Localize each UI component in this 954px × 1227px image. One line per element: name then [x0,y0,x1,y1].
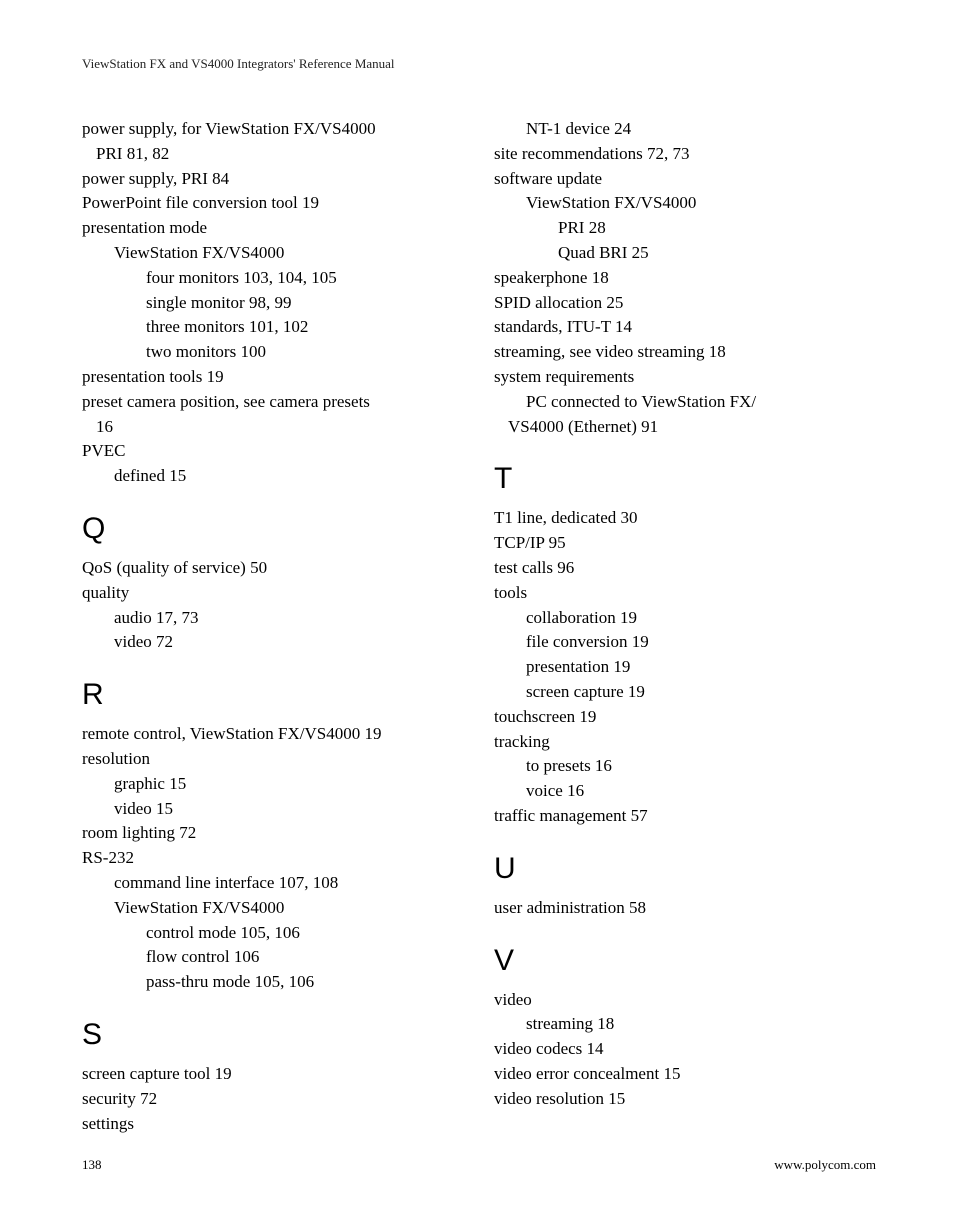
section-letter: T [494,462,876,496]
index-entry: audio 17, 73 [82,606,464,630]
index-entry: ViewStation FX/VS4000 [82,241,464,265]
footer-url: www.polycom.com [774,1157,876,1173]
index-entry: user administration 58 [494,896,876,920]
index-entry: remote control, ViewStation FX/VS4000 19 [82,722,464,746]
index-entry: ViewStation FX/VS4000 [494,191,876,215]
index-entry: streaming 18 [494,1012,876,1036]
index-entry: PVEC [82,439,464,463]
page-footer: 138 www.polycom.com [82,1157,876,1173]
index-entry: settings [82,1112,464,1136]
section-letter: R [82,678,464,712]
index-entry: graphic 15 [82,772,464,796]
index-entry: Quad BRI 25 [494,241,876,265]
index-entry: room lighting 72 [82,821,464,845]
index-entry: to presets 16 [494,754,876,778]
index-entry: power supply, PRI 84 [82,167,464,191]
index-entry: video codecs 14 [494,1037,876,1061]
index-entry: T1 line, dedicated 30 [494,506,876,530]
index-entry: screen capture 19 [494,680,876,704]
index-entry: QoS (quality of service) 50 [82,556,464,580]
index-entry: control mode 105, 106 [82,921,464,945]
index-entry: quality [82,581,464,605]
index-entry: collaboration 19 [494,606,876,630]
index-entry: PC connected to ViewStation FX/ [494,390,876,414]
index-entry: PRI 81, 82 [82,142,464,166]
index-entry: resolution [82,747,464,771]
index-entry: NT-1 device 24 [494,117,876,141]
index-entry: PRI 28 [494,216,876,240]
index-entry: four monitors 103, 104, 105 [82,266,464,290]
index-entry: video 15 [82,797,464,821]
index-entry: video [494,988,876,1012]
index-entry: pass-thru mode 105, 106 [82,970,464,994]
index-entry: test calls 96 [494,556,876,580]
index-entry: command line interface 107, 108 [82,871,464,895]
index-entry: speakerphone 18 [494,266,876,290]
section-letter: S [82,1018,464,1052]
index-entry: VS4000 (Ethernet) 91 [494,415,876,439]
index-entry: voice 16 [494,779,876,803]
running-header: ViewStation FX and VS4000 Integrators' R… [82,56,876,72]
index-entry: site recommendations 72, 73 [494,142,876,166]
page-number: 138 [82,1157,102,1173]
index-entry: single monitor 98, 99 [82,291,464,315]
index-entry: presentation mode [82,216,464,240]
left-column: power supply, for ViewStation FX/VS4000P… [82,117,464,1136]
index-entry: tools [494,581,876,605]
index-entry: flow control 106 [82,945,464,969]
index-entry: file conversion 19 [494,630,876,654]
index-entry: system requirements [494,365,876,389]
index-entry: screen capture tool 19 [82,1062,464,1086]
section-letter: Q [82,512,464,546]
index-entry: presentation tools 19 [82,365,464,389]
right-column: NT-1 device 24site recommendations 72, 7… [494,117,876,1136]
index-entry: touchscreen 19 [494,705,876,729]
index-entry: PowerPoint file conversion tool 19 [82,191,464,215]
index-entry: TCP/IP 95 [494,531,876,555]
index-entry: power supply, for ViewStation FX/VS4000 [82,117,464,141]
index-entry: preset camera position, see camera prese… [82,390,464,414]
index-entry: video error concealment 15 [494,1062,876,1086]
index-entry: security 72 [82,1087,464,1111]
index-entry: two monitors 100 [82,340,464,364]
index-entry: traffic management 57 [494,804,876,828]
index-entry: streaming, see video streaming 18 [494,340,876,364]
index-entry: SPID allocation 25 [494,291,876,315]
index-entry: ViewStation FX/VS4000 [82,896,464,920]
index-entry: standards, ITU-T 14 [494,315,876,339]
index-entry: software update [494,167,876,191]
index-entry: tracking [494,730,876,754]
index-entry: 16 [82,415,464,439]
index-entry: RS-232 [82,846,464,870]
index-entry: three monitors 101, 102 [82,315,464,339]
index-entry: presentation 19 [494,655,876,679]
section-letter: V [494,944,876,978]
index-entry: defined 15 [82,464,464,488]
section-letter: U [494,852,876,886]
index-columns: power supply, for ViewStation FX/VS4000P… [82,117,876,1136]
index-entry: video 72 [82,630,464,654]
index-entry: video resolution 15 [494,1087,876,1111]
